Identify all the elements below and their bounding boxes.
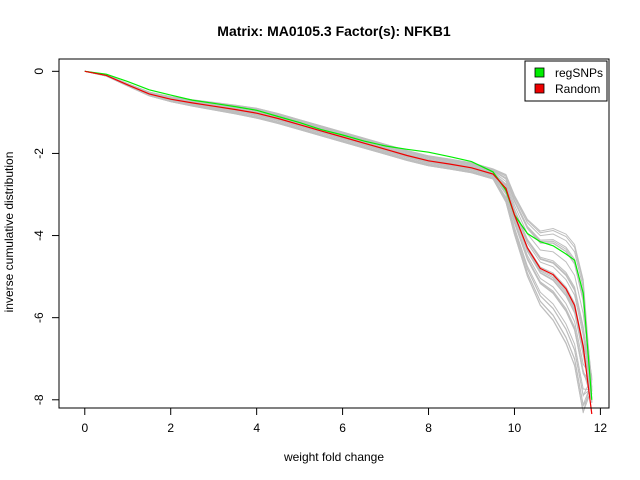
- series-line-regsnps: [84, 70, 593, 400]
- x-tick-label: 10: [508, 421, 522, 435]
- legend-label-regsnps: regSNPs: [555, 66, 603, 80]
- x-tick-label: 6: [339, 421, 346, 435]
- background-curve: [84, 70, 593, 384]
- legend: regSNPs Random: [524, 60, 608, 102]
- background-curve: [84, 70, 593, 388]
- x-axis: 0 2 4 6 8 10 12: [81, 408, 607, 435]
- background-curve: [84, 70, 593, 379]
- background-curve: [84, 70, 593, 413]
- y-tick-label: -8: [32, 394, 46, 405]
- background-curve: [84, 70, 593, 414]
- background-curve: [84, 70, 593, 378]
- legend-box: [524, 60, 608, 102]
- x-tick-label: 4: [253, 421, 260, 435]
- series-line-random: [84, 70, 593, 415]
- y-tick-label: -2: [32, 148, 46, 159]
- x-tick-label: 0: [81, 421, 88, 435]
- y-axis: 0 -2 -4 -6 -8: [32, 68, 59, 405]
- y-tick-label: -4: [32, 230, 46, 241]
- background-series-group: [84, 70, 593, 414]
- chart-title: Matrix: MA0105.3 Factor(s): NFKB1: [217, 23, 451, 39]
- x-tick-label: 2: [167, 421, 174, 435]
- x-tick-label: 12: [594, 421, 608, 435]
- plot-frame: [58, 58, 610, 409]
- y-tick-label: -6: [32, 312, 46, 323]
- y-tick-label: 0: [32, 68, 46, 75]
- y-axis-label: inverse cumulative distribution: [2, 152, 16, 313]
- x-axis-label: weight fold change: [283, 450, 384, 464]
- background-curve: [84, 70, 593, 398]
- x-tick-label: 8: [425, 421, 432, 435]
- background-curve: [84, 70, 593, 388]
- legend-swatch-random: [534, 83, 545, 94]
- background-curve: [84, 70, 593, 388]
- legend-swatch-regsnps: [534, 67, 545, 78]
- legend-label-random: Random: [555, 82, 600, 96]
- background-curve: [84, 70, 592, 391]
- series-group: [84, 70, 593, 415]
- background-curve: [84, 70, 593, 377]
